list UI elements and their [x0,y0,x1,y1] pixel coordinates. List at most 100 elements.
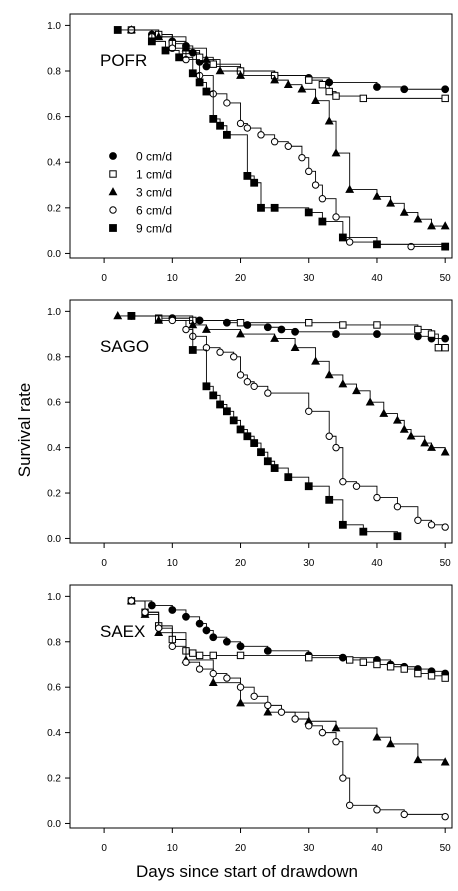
data-point [324,370,334,379]
legend-marker [109,170,117,178]
data-point [223,674,231,682]
data-point [413,332,422,341]
data-point [263,707,273,716]
y-tick-label: 0.8 [47,637,61,648]
data-point [147,37,156,46]
panel-sago: 0.0 0.2 0.4 0.6 0.8 1.0 0 10 20 30 40 50 SAGO [47,299,453,569]
series-line [131,600,446,817]
y-tick-label: 0.2 [47,774,61,785]
plot-frame [69,584,453,829]
data-point [441,343,449,352]
data-point [202,62,211,71]
y-tick-label: 0.0 [47,819,61,830]
legend-entry: 9 cm/d [109,222,172,236]
legend-label: 6 cm/d [136,204,172,218]
data-point [215,66,225,75]
data-point [209,114,218,123]
series-line [117,315,446,453]
series-1-cm-d [127,26,449,103]
data-point [236,425,245,434]
series-0-cm-d [127,311,450,343]
data-point [270,75,280,84]
data-point [141,608,149,616]
data-point [154,31,164,41]
data-point [290,342,300,351]
data-point [318,195,327,203]
y-tick-label: 0.0 [47,534,61,545]
x-tick-label: 10 [167,843,179,854]
data-point [400,810,408,819]
data-point [154,315,164,324]
data-point [209,60,217,68]
data-point [318,728,327,737]
data-point [441,334,450,343]
data-point [182,612,190,621]
data-point [236,319,245,327]
plot-frame [69,299,453,544]
legend-entry: 0 cm/d [109,150,172,164]
x-tick-label: 20 [235,273,247,284]
data-point [345,801,354,809]
data-point [373,493,381,502]
data-point [427,672,436,680]
data-point [175,53,184,62]
panel-title: POFR [100,51,147,70]
x-tick-label: 50 [440,273,452,284]
data-point [331,723,341,732]
data-point [372,732,382,741]
data-point [201,54,211,63]
data-point [318,80,327,89]
data-point [201,324,211,333]
data-point [345,184,355,193]
data-point [379,408,389,417]
data-point [359,658,368,666]
legend-label: 0 cm/d [136,150,172,164]
y-tick-label: 1.0 [47,592,61,603]
data-point [202,626,211,635]
legend-entry: 1 cm/d [109,168,172,182]
data-point [305,319,313,327]
data-point [127,311,136,320]
y-tick-label: 1.0 [47,307,61,318]
data-point [352,482,361,490]
data-point [332,92,340,100]
panel-title: SAGO [100,337,149,356]
data-point [311,356,321,365]
data-point [284,142,292,150]
y-axis-title: Survival rate [15,383,34,477]
data-point [222,130,231,139]
data-point [440,221,450,230]
legend-label: 9 cm/d [136,222,172,236]
series-6-cm-d [127,597,449,821]
data-point [216,121,224,130]
data-point [399,424,409,433]
legend-marker [108,187,118,196]
y-tick-label: 0.4 [47,728,61,739]
data-point [441,242,450,251]
panel-saex: 0.0 0.2 0.4 0.6 0.8 1.0 0 10 20 30 40 50 SAEX [47,584,453,854]
data-point [393,502,402,511]
data-point [332,738,340,746]
series-line [131,600,446,679]
series-line [131,600,446,674]
data-point [216,348,224,356]
data-point [222,318,231,327]
data-point [392,415,402,424]
data-point [325,87,333,96]
data-point [202,382,211,391]
data-point [332,330,340,338]
data-point [236,651,245,660]
data-point [168,642,177,651]
data-point [113,26,122,34]
x-tick-label: 40 [371,273,383,284]
data-point [359,527,368,536]
series-9-cm-d [127,311,402,541]
data-point [236,371,245,379]
data-point [263,457,272,466]
data-point [243,124,252,132]
data-point [208,677,218,686]
legend-entry: 6 cm/d [109,204,172,218]
data-point [325,495,334,504]
panel-pofr: 0.0 0.2 0.4 0.6 0.8 1.0 0 10 20 30 40 50 POFR [47,13,453,284]
